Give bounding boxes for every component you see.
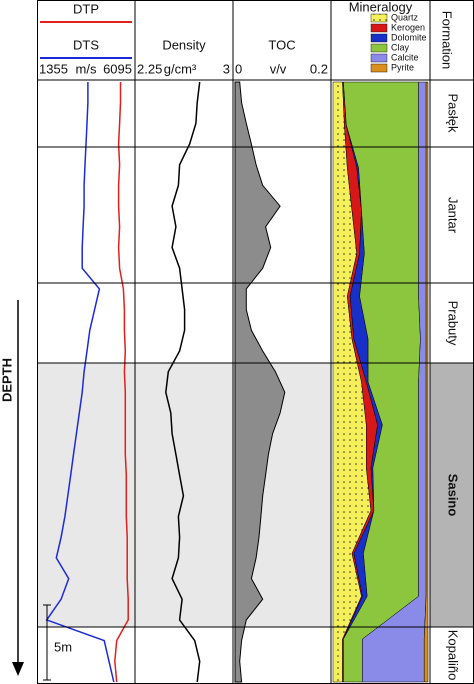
- legend-label: DTP: [73, 1, 99, 16]
- x-unit-label: m/s: [76, 61, 97, 76]
- legend-swatch: [370, 13, 388, 23]
- legend-label: Dolomite: [391, 32, 427, 42]
- x-tick-label: 0.2: [310, 61, 328, 76]
- depth-label: DEPTH: [0, 358, 14, 402]
- x-unit-label: g/cm³: [164, 61, 197, 76]
- scale-bar: [43, 604, 51, 681]
- x-tick-label: 6095: [103, 61, 132, 76]
- mineral-area: [423, 81, 429, 683]
- scale-label: 5m: [54, 639, 72, 654]
- legend-swatch: [370, 43, 388, 53]
- log-curve: [45, 82, 115, 683]
- legend-swatch: [370, 23, 388, 33]
- x-tick-label: 2.25: [137, 61, 162, 76]
- x-unit-label: v/v: [270, 61, 287, 76]
- x-tick-label: 0: [235, 61, 242, 76]
- formation-name: Jantar: [446, 197, 461, 234]
- depth-arrow-head: [12, 662, 24, 676]
- log-curve: [114, 82, 129, 683]
- legend-label: Quartz: [391, 12, 419, 22]
- track-title: Mineralogy: [349, 0, 413, 14]
- formation-name: Pasłęk: [446, 93, 461, 133]
- legend-swatch: [370, 33, 388, 43]
- formation-name: Sasino: [446, 474, 461, 517]
- x-tick-label: 1355: [39, 61, 68, 76]
- sasino-formation-cell: [430, 363, 474, 627]
- log-area: [234, 81, 286, 683]
- legend-swatch: [370, 53, 388, 63]
- x-tick-label: 3: [223, 61, 230, 76]
- track-title: TOC: [268, 37, 295, 52]
- legend-label: Pyrite: [391, 62, 414, 72]
- legend-label: DTS: [73, 37, 99, 52]
- legend-label: Clay: [391, 42, 410, 52]
- legend-swatch: [370, 63, 388, 73]
- track-title: Density: [162, 37, 206, 52]
- formation-name: Prabuty: [446, 301, 461, 346]
- log-curve: [165, 81, 201, 683]
- legend-label: Kerogen: [391, 22, 425, 32]
- formation-name: Kopaliño: [446, 630, 461, 681]
- legend-label: Calcite: [391, 52, 419, 62]
- formation-header: Formation: [440, 11, 455, 70]
